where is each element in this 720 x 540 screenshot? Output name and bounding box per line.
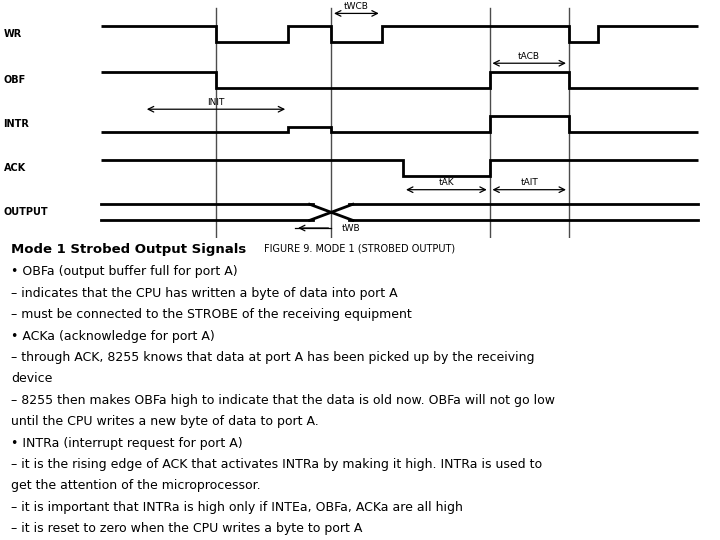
Text: device: device <box>11 373 52 386</box>
Text: tAIT: tAIT <box>521 178 538 187</box>
Text: INTR: INTR <box>4 119 30 129</box>
Text: • INTRa (interrupt request for port A): • INTRa (interrupt request for port A) <box>11 436 243 449</box>
Text: OBF: OBF <box>4 75 26 85</box>
Text: • OBFa (output buffer full for port A): • OBFa (output buffer full for port A) <box>11 266 238 279</box>
Text: – must be connected to the STROBE of the receiving equipment: – must be connected to the STROBE of the… <box>11 308 412 321</box>
Text: INIT: INIT <box>207 98 225 106</box>
Text: – it is important that INTRa is high only if INTEa, OBFa, ACKa are all high: – it is important that INTRa is high onl… <box>11 501 463 514</box>
Text: – it is the rising edge of ACK that activates INTRa by making it high. INTRa is : – it is the rising edge of ACK that acti… <box>11 458 542 471</box>
Text: until the CPU writes a new byte of data to port A.: until the CPU writes a new byte of data … <box>11 415 318 428</box>
Text: – it is reset to zero when the CPU writes a byte to port A: – it is reset to zero when the CPU write… <box>11 522 362 535</box>
Text: tWB: tWB <box>342 224 361 233</box>
Text: Mode 1 Strobed Output Signals: Mode 1 Strobed Output Signals <box>11 243 246 256</box>
Text: OUTPUT: OUTPUT <box>4 207 48 217</box>
Text: tWCB: tWCB <box>344 2 369 11</box>
Text: get the attention of the microprocessor.: get the attention of the microprocessor. <box>11 480 261 492</box>
Text: – through ACK, 8255 knows that data at port A has been picked up by the receivin: – through ACK, 8255 knows that data at p… <box>11 351 534 364</box>
Text: tAK: tAK <box>438 178 454 187</box>
Text: FIGURE 9. MODE 1 (STROBED OUTPUT): FIGURE 9. MODE 1 (STROBED OUTPUT) <box>264 244 456 253</box>
Text: ACK: ACK <box>4 163 26 173</box>
Text: WR: WR <box>4 29 22 39</box>
Text: • ACKa (acknowledge for port A): • ACKa (acknowledge for port A) <box>11 329 215 342</box>
Text: – 8255 then makes OBFa high to indicate that the data is old now. OBFa will not : – 8255 then makes OBFa high to indicate … <box>11 394 555 407</box>
Text: – indicates that the CPU has written a byte of data into port A: – indicates that the CPU has written a b… <box>11 287 397 300</box>
Text: tACB: tACB <box>518 51 540 60</box>
